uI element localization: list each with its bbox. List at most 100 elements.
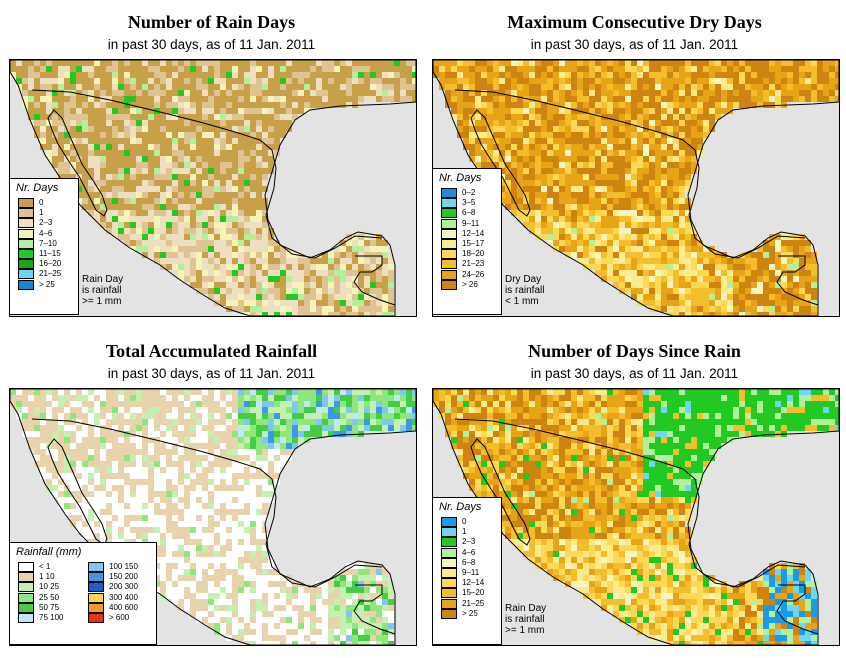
definition-note: Rain Day is rainfall >= 1 mm [82, 274, 123, 307]
definition-note-line: Rain Day [505, 603, 547, 614]
legend-swatch [88, 592, 104, 603]
legend-label: 2–3 [462, 537, 476, 547]
legend-label: < 1 [39, 562, 51, 571]
legend-swatch [18, 613, 34, 623]
legend-swatch [441, 557, 457, 568]
legend-swatch [441, 239, 457, 249]
legend-swatch [18, 572, 34, 583]
legend-swatch [441, 228, 457, 239]
map-svg [433, 60, 839, 316]
legend-label: 100 150 [109, 562, 138, 571]
legend-swatch [441, 269, 457, 280]
legend-label: 3–5 [462, 198, 476, 208]
legend-swatch [441, 249, 457, 260]
legend-swatch [441, 537, 457, 548]
panel-subtitle: in past 30 days, as of 11 Jan. 2011 [530, 366, 739, 381]
central-america-border [776, 584, 819, 635]
legend-swatch [441, 259, 457, 270]
legend-swatch [18, 249, 34, 259]
legend-label: 21–23 [462, 259, 485, 269]
central-america-border [353, 584, 396, 635]
legend-label: > 25 [462, 608, 478, 618]
panel-subtitle: in past 30 days, as of 11 Jan. 2011 [107, 366, 316, 381]
legend-swatch [88, 613, 104, 623]
legend-swatch [18, 208, 34, 219]
legend-title: Nr. Days [439, 501, 482, 513]
legend-label: 25 50 [39, 592, 60, 602]
legend-swatch [18, 259, 34, 270]
legend-label: 4–6 [39, 228, 53, 238]
panel-subtitle: in past 30 days, as of 11 Jan. 2011 [107, 37, 316, 52]
legend-label: 9–11 [462, 568, 480, 577]
baja-coastline [47, 109, 108, 217]
precipitation-grid [433, 60, 839, 316]
legend-label: 4–6 [462, 547, 476, 557]
definition-note-line: Dry Day [505, 274, 542, 285]
definition-note-line: >= 1 mm [82, 296, 122, 307]
legend-label: 11–15 [39, 249, 61, 258]
legend-label: 1 [462, 527, 467, 537]
legend-label: 50 75 [39, 602, 60, 612]
precipitation-grid [433, 389, 839, 645]
legend-label: 6–8 [462, 208, 476, 218]
panel-total-rainfall: Total Accumulated Rainfall in past 30 da… [0, 329, 423, 658]
legend-label: 0–2 [462, 188, 476, 197]
legend-swatch [18, 218, 34, 229]
gulf-coastline [265, 516, 383, 588]
legend-title: Nr. Days [439, 172, 482, 184]
legend-swatch [18, 602, 34, 613]
legend-label: 6–8 [462, 557, 476, 567]
legend-swatch [441, 578, 457, 589]
panel-days-since-rain: Number of Days Since Rain in past 30 day… [423, 329, 846, 658]
definition-note-line: is rainfall [505, 614, 545, 625]
legend-swatch [441, 218, 457, 229]
legend-title: Rainfall (mm) [16, 546, 82, 558]
definition-note-line: < 1 mm [505, 296, 539, 307]
legend-swatch [88, 572, 104, 583]
map-svg [433, 389, 839, 645]
panel-title: Total Accumulated Rainfall [105, 341, 318, 361]
panel-max-dry-days: Maximum Consecutive Dry Days in past 30 … [423, 0, 846, 329]
legend-swatch [18, 582, 34, 593]
legend-label: 12–14 [462, 228, 485, 238]
legend-label: 12–14 [462, 578, 485, 588]
legend-label: 1 10 [39, 572, 55, 582]
legend-swatch [441, 517, 457, 527]
legend-swatch [441, 188, 457, 198]
central-america-border [776, 255, 819, 306]
legend-swatch [441, 598, 457, 609]
legend-label: 400 600 [109, 602, 138, 612]
definition-note-line: Rain Day [82, 274, 124, 285]
legend-swatch [18, 198, 34, 208]
panel-title: Number of Rain Days [127, 12, 296, 32]
us-mexico-border [31, 89, 277, 189]
map-svg [10, 60, 416, 316]
legend-swatch [441, 198, 457, 209]
definition-note: Dry Day is rainfall < 1 mm [505, 274, 544, 307]
legend-label: 18–20 [462, 249, 485, 259]
legend-swatch [18, 562, 34, 572]
gulf-coastline [688, 187, 806, 259]
gulf-coastline [265, 187, 383, 259]
panel-title: Maximum Consecutive Dry Days [507, 12, 762, 32]
legend-swatch [88, 602, 104, 613]
legend-swatch [441, 208, 457, 219]
legend-label: 10 25 [39, 582, 60, 592]
legend-swatch [441, 608, 457, 619]
legend-label: 21–25 [39, 269, 62, 279]
legend-swatch [18, 279, 34, 290]
legend: Nr. Days 0 1 2–3 4–6 7–10 11–15 16–20 21–25 > 25 [9, 178, 79, 315]
legend-label: 7–10 [39, 238, 57, 248]
legend-label: 75 100 [39, 613, 64, 622]
coastline [10, 389, 416, 645]
legend-swatch [441, 279, 457, 290]
definition-note-line: >= 1 mm [505, 625, 545, 636]
legend-swatch [441, 527, 457, 538]
map-rain-days [9, 59, 417, 317]
gulf-coastline [688, 516, 806, 588]
legend-swatch [18, 228, 34, 239]
definition-note: Rain Day is rainfall >= 1 mm [505, 603, 546, 636]
legend-label: 0 [39, 198, 44, 207]
legend-label: > 600 [109, 613, 130, 622]
